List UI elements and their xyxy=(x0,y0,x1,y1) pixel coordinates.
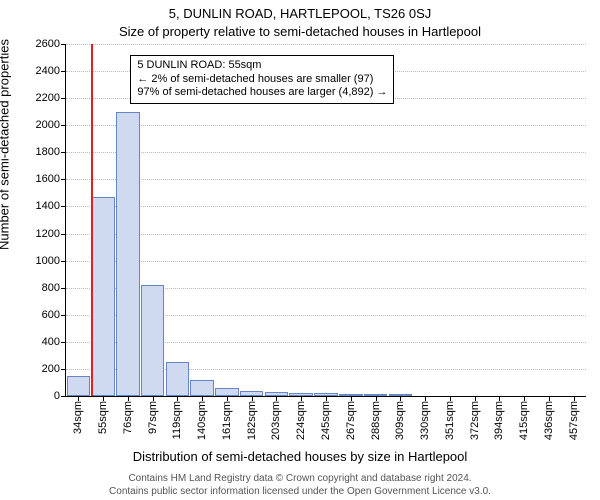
ytick-mark xyxy=(61,44,66,45)
xtick-label: 140sqm xyxy=(196,396,208,440)
ytick-label: 1200 xyxy=(36,228,60,240)
ytick-mark xyxy=(61,369,66,370)
ytick-label: 800 xyxy=(42,282,60,294)
gridline-h xyxy=(66,206,586,207)
ytick-mark xyxy=(61,396,66,397)
xtick-label: 330sqm xyxy=(419,396,431,440)
bar xyxy=(91,197,115,396)
ytick-label: 400 xyxy=(42,336,60,348)
xtick-label: 436sqm xyxy=(543,396,555,440)
ytick-mark xyxy=(61,179,66,180)
xtick-label: 309sqm xyxy=(394,396,406,440)
annotation-box: 5 DUNLIN ROAD: 55sqm ← 2% of semi-detach… xyxy=(130,55,394,104)
ytick-label: 0 xyxy=(54,390,60,402)
annotation-line-2: ← 2% of semi-detached houses are smaller… xyxy=(137,73,387,87)
ytick-mark xyxy=(61,152,66,153)
xtick-label: 415sqm xyxy=(518,396,530,440)
bar xyxy=(166,362,190,396)
bar xyxy=(141,285,165,396)
ytick-label: 1400 xyxy=(36,200,60,212)
xtick-label: 372sqm xyxy=(469,396,481,440)
ytick-label: 2000 xyxy=(36,119,60,131)
gridline-h xyxy=(66,234,586,235)
xtick-label: 245sqm xyxy=(320,396,332,440)
xtick-label: 55sqm xyxy=(97,396,109,434)
xtick-label: 97sqm xyxy=(147,396,159,434)
gridline-h xyxy=(66,44,586,45)
ytick-label: 200 xyxy=(42,363,60,375)
xtick-label: 203sqm xyxy=(270,396,282,440)
ytick-mark xyxy=(61,98,66,99)
ytick-mark xyxy=(61,261,66,262)
x-axis-label: Distribution of semi-detached houses by … xyxy=(0,449,600,464)
xtick-label: 34sqm xyxy=(72,396,84,434)
ytick-label: 2400 xyxy=(36,65,60,77)
ytick-mark xyxy=(61,342,66,343)
footer-copyright-2: Contains public sector information licen… xyxy=(0,486,600,497)
bar xyxy=(67,376,91,396)
bar xyxy=(215,388,239,396)
ytick-mark xyxy=(61,206,66,207)
bar xyxy=(116,112,140,396)
ytick-mark xyxy=(61,71,66,72)
annotation-line-3: 97% of semi-detached houses are larger (… xyxy=(137,86,387,100)
ytick-label: 2600 xyxy=(36,38,60,50)
gridline-h xyxy=(66,261,586,262)
ytick-label: 1600 xyxy=(36,173,60,185)
ytick-mark xyxy=(61,125,66,126)
ytick-label: 1800 xyxy=(36,146,60,158)
ytick-mark xyxy=(61,315,66,316)
xtick-label: 224sqm xyxy=(295,396,307,440)
chart-plot-area: 0200400600800100012001400160018002000220… xyxy=(65,44,586,397)
ytick-label: 1000 xyxy=(36,255,60,267)
gridline-h xyxy=(66,125,586,126)
annotation-line-1: 5 DUNLIN ROAD: 55sqm xyxy=(137,59,387,73)
xtick-label: 119sqm xyxy=(171,396,183,439)
gridline-h xyxy=(66,152,586,153)
xtick-label: 288sqm xyxy=(370,396,382,440)
footer-copyright-1: Contains HM Land Registry data © Crown c… xyxy=(0,473,600,484)
ytick-mark xyxy=(61,288,66,289)
title-main: 5, DUNLIN ROAD, HARTLEPOOL, TS26 0SJ xyxy=(0,6,600,21)
xtick-label: 76sqm xyxy=(122,396,134,434)
xtick-label: 267sqm xyxy=(345,396,357,440)
ytick-label: 600 xyxy=(42,309,60,321)
xtick-label: 457sqm xyxy=(568,396,580,440)
ytick-label: 2200 xyxy=(36,92,60,104)
xtick-label: 161sqm xyxy=(221,396,233,440)
y-axis-label: Number of semi-detached properties xyxy=(0,39,12,250)
xtick-label: 182sqm xyxy=(246,396,258,440)
ytick-mark xyxy=(61,234,66,235)
xtick-label: 394sqm xyxy=(493,396,505,440)
marker-line xyxy=(91,44,93,396)
xtick-label: 351sqm xyxy=(444,396,456,440)
bar xyxy=(190,380,214,396)
title-sub: Size of property relative to semi-detach… xyxy=(0,24,600,39)
gridline-h xyxy=(66,179,586,180)
